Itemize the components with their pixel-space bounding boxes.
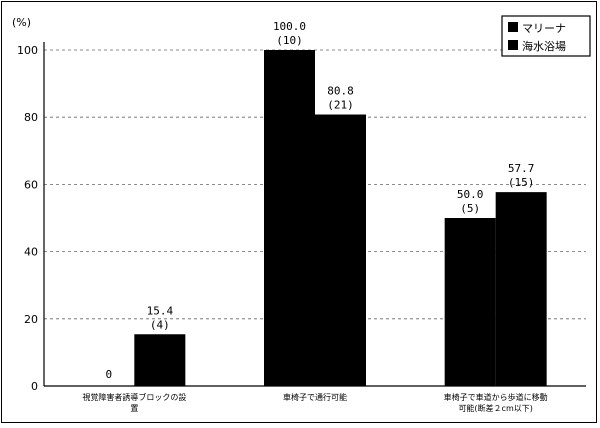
category-label-0-1: 置 bbox=[130, 404, 138, 413]
category-label-1-0: 車椅子で通行可能 bbox=[283, 392, 347, 402]
y-tick-label-5: 100 bbox=[17, 44, 38, 57]
legend: マリーナ 海水浴場 bbox=[501, 15, 591, 57]
count-label-0-1: (10) bbox=[276, 34, 303, 47]
y-axis-label: (%) bbox=[12, 16, 31, 29]
category-label-0-0: 視覚障害者誘導ブロックの設 bbox=[82, 392, 186, 402]
bar-1-2 bbox=[495, 192, 547, 386]
value-label-1-2: 57.7 bbox=[508, 162, 535, 175]
y-tick-label-0: 0 bbox=[31, 380, 38, 393]
bar-0-1 bbox=[264, 50, 315, 386]
legend-label-1: 海水浴場 bbox=[522, 39, 566, 53]
count-label-1-1: (21) bbox=[327, 99, 354, 112]
bar-1-1 bbox=[315, 114, 366, 387]
count-label-1-0: (4) bbox=[150, 318, 170, 331]
data-labels: 0 15.4(4) 100.0(10) 80.8(21) 50.0(5) 57.7(15) bbox=[106, 20, 535, 381]
y-tick-label-3: 60 bbox=[24, 178, 38, 191]
value-label-1-1: 80.8 bbox=[327, 85, 354, 98]
bar-1-0 bbox=[134, 334, 186, 386]
chart-frame: 0 20 40 60 80 100 0 15.4 (4) 100.0 (10) 80.8 (21) 50… bbox=[1, 1, 597, 423]
category-label-2-0: 車椅子で車道から歩道に移動 bbox=[444, 392, 548, 402]
category-label-2-1: 可能(断差２cm以下) bbox=[458, 403, 532, 413]
value-label-0-2: 50.0 bbox=[457, 188, 484, 201]
legend-swatch-1 bbox=[508, 40, 518, 50]
y-tick-label-1: 20 bbox=[24, 313, 38, 326]
bar-0-2 bbox=[444, 218, 496, 386]
legend-swatch-0 bbox=[508, 22, 518, 32]
count-label-0-2: (5) bbox=[460, 202, 480, 215]
value-label-1-0: 15.4 bbox=[147, 304, 174, 317]
bars bbox=[134, 50, 547, 387]
value-label-0-1: 100.0 bbox=[273, 20, 306, 33]
count-label-1-2: (15) bbox=[508, 176, 535, 189]
y-tick-label-2: 40 bbox=[24, 246, 38, 259]
y-tick-label-4: 80 bbox=[24, 111, 38, 124]
legend-label-0: マリーナ bbox=[522, 22, 566, 35]
value-label-0-0: 0 bbox=[106, 368, 113, 381]
